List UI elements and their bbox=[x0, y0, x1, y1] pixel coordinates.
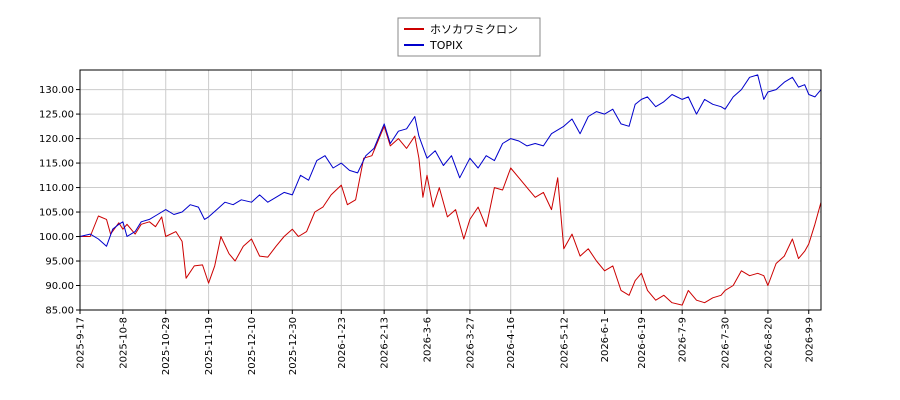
y-tick-label: 110.00 bbox=[39, 183, 74, 194]
x-tick-label: 2025-12-30 bbox=[288, 317, 299, 375]
y-tick-label: 100.00 bbox=[39, 232, 74, 243]
x-tick-label: 2026-3-6 bbox=[423, 317, 434, 362]
legend-label: TOPIX bbox=[429, 39, 463, 52]
x-tick-label: 2026-8-20 bbox=[763, 317, 774, 369]
plot-frame bbox=[79, 69, 822, 311]
series-line-1 bbox=[79, 74, 822, 247]
y-tick-label: 90.00 bbox=[45, 281, 74, 292]
legend: ホソカワミクロン TOPIX bbox=[397, 17, 541, 57]
y-tick-label: 125.00 bbox=[39, 110, 74, 121]
legend-label: ホソカワミクロン bbox=[430, 23, 518, 36]
y-tick-label: 95.00 bbox=[45, 257, 74, 268]
x-tick-label: 2026-6-19 bbox=[637, 317, 648, 369]
x-tick-label: 2026-3-27 bbox=[465, 317, 476, 369]
y-tick-label: 85.00 bbox=[45, 306, 74, 317]
x-tick-label: 2026-6-1 bbox=[600, 317, 611, 362]
y-tick-label: 115.00 bbox=[39, 159, 74, 170]
x-tick-label: 2026-4-16 bbox=[506, 317, 517, 369]
x-tick-label: 2026-5-12 bbox=[559, 317, 570, 369]
grid-lines bbox=[79, 70, 821, 311]
legend-box bbox=[397, 17, 541, 57]
x-tick-label: 2025-11-19 bbox=[204, 317, 215, 375]
x-tick-label: 2026-2-13 bbox=[380, 317, 391, 369]
y-axis: 85.00 90.00 95.00 100.00 105.00 110.00 115.00 1… bbox=[39, 85, 80, 317]
x-axis: 2025-9-17 2025-10-8 2025-10-29 2025-11-19 20… bbox=[76, 310, 815, 375]
x-tick-label: 2026-1-23 bbox=[337, 317, 348, 369]
x-tick-label: 2025-10-29 bbox=[161, 317, 172, 375]
y-tick-label: 105.00 bbox=[39, 208, 74, 219]
x-tick-label: 2026-7-30 bbox=[721, 317, 732, 369]
x-tick-label: 2026-9-9 bbox=[804, 317, 815, 362]
x-tick-label: 2025-9-17 bbox=[76, 317, 87, 369]
y-tick-label: 120.00 bbox=[39, 134, 74, 145]
series-line-0 bbox=[80, 125, 822, 306]
x-tick-label: 2025-10-8 bbox=[118, 317, 129, 369]
x-tick-label: 2025-12-10 bbox=[247, 317, 258, 375]
y-tick-label: 130.00 bbox=[39, 85, 74, 96]
x-tick-label: 2026-7-9 bbox=[678, 317, 689, 362]
series-lines bbox=[79, 74, 822, 306]
